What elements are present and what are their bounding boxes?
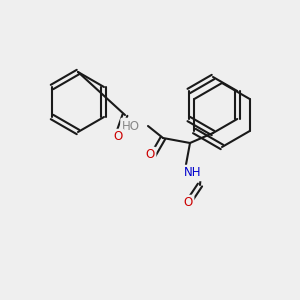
Text: NH: NH bbox=[184, 167, 202, 179]
Text: HO: HO bbox=[122, 119, 140, 133]
Text: O: O bbox=[146, 148, 154, 161]
Text: O: O bbox=[113, 130, 123, 143]
Text: O: O bbox=[183, 196, 193, 209]
